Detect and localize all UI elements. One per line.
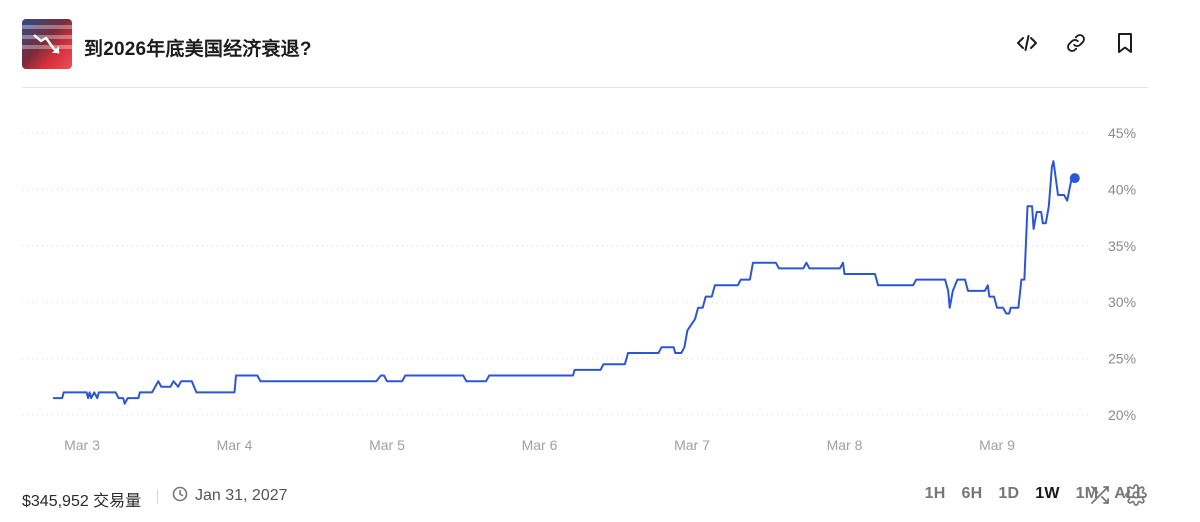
range-1h[interactable]: 1H	[924, 485, 946, 502]
link-icon[interactable]	[1063, 30, 1089, 56]
y-tick-label: 25%	[1108, 351, 1136, 367]
probability-line-chart[interactable]: 45% 40% 35% 30% 25% 20% Mar 3 Mar 4 Mar 5 Mar 6 Ma…	[0, 88, 1200, 468]
x-tick-label: Mar 8	[827, 437, 863, 453]
current-value-marker[interactable]	[1069, 173, 1080, 184]
series-line	[53, 160, 1075, 405]
y-tick-label: 35%	[1108, 238, 1136, 254]
y-tick-label: 20%	[1108, 407, 1136, 423]
market-header: 到2026年底美国经济衰退?	[0, 0, 1200, 88]
flag-stripe	[22, 35, 72, 39]
shuffle-icon[interactable]	[1089, 484, 1111, 506]
footer-separator	[157, 490, 158, 504]
clock-icon	[172, 486, 188, 502]
x-tick-label: Mar 3	[64, 437, 100, 453]
code-icon[interactable]	[1014, 30, 1040, 56]
range-1m[interactable]: 1M	[1075, 485, 1099, 502]
volume-label: $345,952 交易量	[22, 493, 142, 510]
market-title: 到2026年底美国经济衰退?	[84, 39, 312, 60]
range-6h[interactable]: 6H	[961, 485, 983, 502]
y-tick-label: 45%	[1108, 125, 1136, 141]
bookmark-icon[interactable]	[1112, 30, 1138, 56]
y-tick-label: 30%	[1108, 294, 1136, 310]
x-tick-label: Mar 6	[522, 437, 558, 453]
x-tick-label: Mar 7	[674, 437, 710, 453]
range-1w[interactable]: 1W	[1035, 485, 1060, 502]
end-date-label: Jan 31, 2027	[195, 487, 288, 504]
flag-stripe	[22, 45, 72, 49]
settings-gear-icon[interactable]	[1125, 484, 1147, 506]
y-tick-label: 40%	[1108, 181, 1136, 197]
header-divider	[22, 87, 1148, 88]
range-1d[interactable]: 1D	[998, 485, 1020, 502]
market-thumbnail[interactable]	[22, 19, 72, 69]
x-tick-label: Mar 5	[369, 437, 405, 453]
downtrend-arrow-icon	[33, 34, 60, 54]
x-tick-label: Mar 9	[979, 437, 1015, 453]
time-range-selector: 1H 6H 1D 1W 1M ALL	[925, 485, 1146, 503]
chart-footer: $345,952 交易量 Jan 31, 2027 1H 6H 1D 1W 1M ALL	[0, 476, 1200, 516]
x-tick-label: Mar 4	[217, 437, 253, 453]
flag-stripe	[22, 25, 72, 29]
